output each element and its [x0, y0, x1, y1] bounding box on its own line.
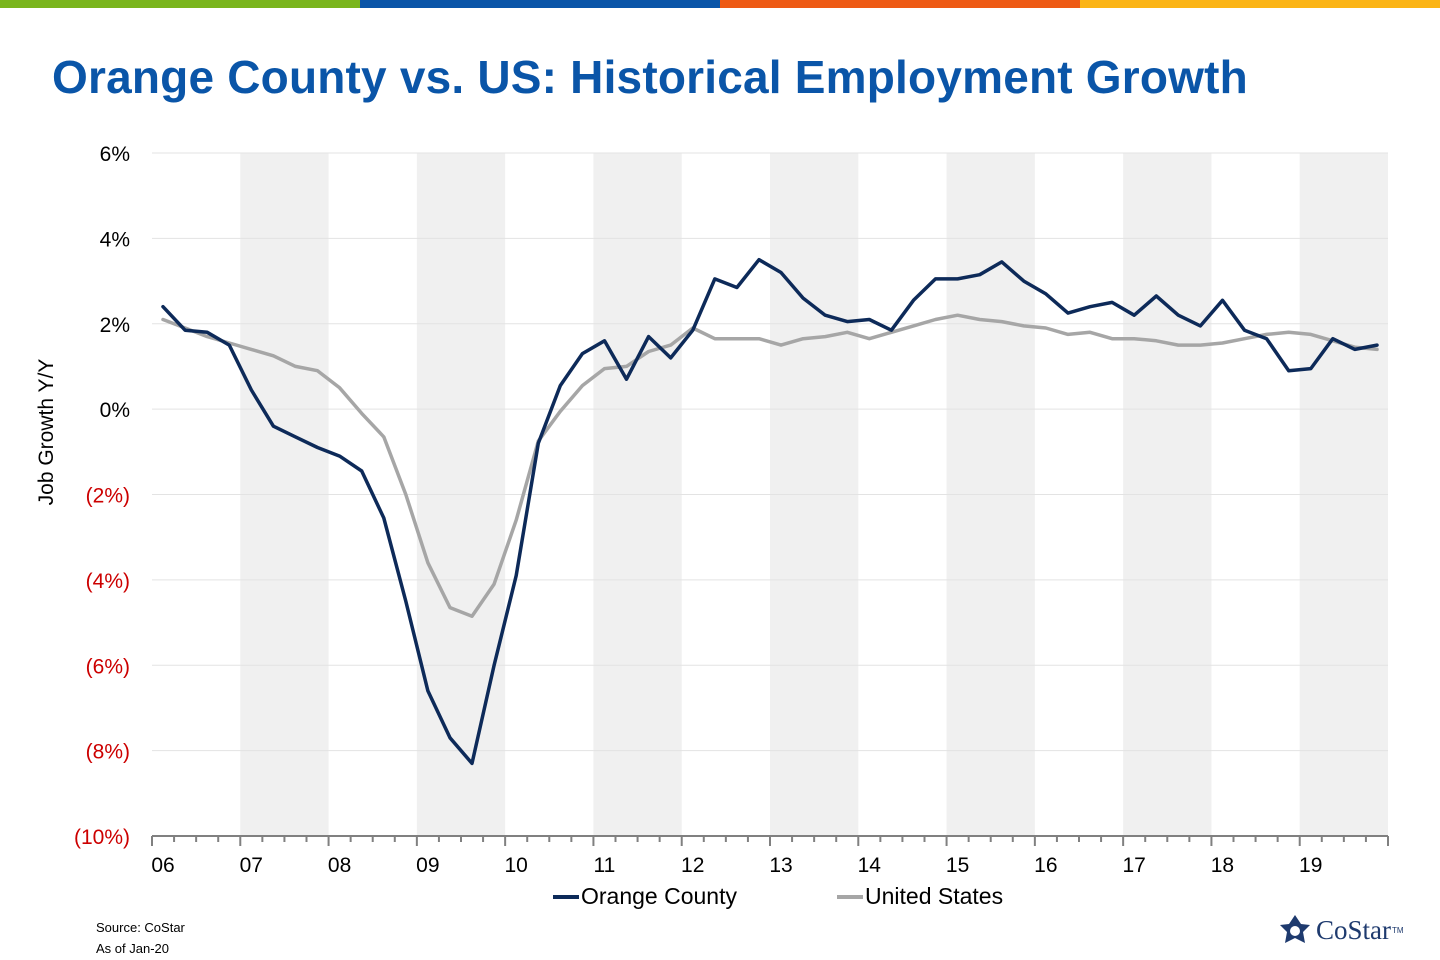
legend-label-orange-county: Orange County [581, 883, 737, 909]
x-tick-label: 13 [769, 854, 792, 877]
legend-swatch-united-states [837, 894, 863, 899]
series-line-united-states [161, 313, 1379, 618]
y-tick-label: 0% [100, 399, 130, 422]
page-title: Orange County vs. US: Historical Employm… [52, 51, 1248, 103]
y-axis-label: Job Growth Y/Y [35, 358, 58, 506]
brand-bar-yellow [1080, 0, 1440, 8]
y-tick-label: (6%) [86, 655, 130, 678]
x-tick-label: 07 [240, 854, 263, 877]
x-tick-label: 09 [416, 854, 439, 877]
brand-bar-blue [360, 0, 720, 8]
x-tick-label: 08 [328, 854, 351, 877]
x-tick-label: 16 [1034, 854, 1057, 877]
y-tick-label: (2%) [86, 485, 130, 508]
legend-item-orange-county: Orange County [553, 883, 737, 910]
y-tick-label: (4%) [86, 570, 130, 593]
x-tick-label: 06 [151, 854, 174, 877]
costar-logo-tm: TM [1392, 925, 1404, 935]
x-tick-label: 12 [681, 854, 704, 877]
costar-logo: CoStar TM [1278, 913, 1404, 947]
brand-bar-green [0, 0, 360, 8]
series-line-orange-county [161, 257, 1379, 766]
x-tick-label: 15 [946, 854, 969, 877]
x-tick-label: 19 [1299, 854, 1322, 877]
brand-bar-orange [720, 0, 1080, 8]
costar-star-icon [1280, 915, 1310, 943]
y-tick-label: (10%) [74, 826, 130, 849]
y-tick-label: (8%) [86, 741, 130, 764]
legend-swatch-orange-county [553, 894, 579, 899]
x-tick-label: 17 [1122, 854, 1145, 877]
x-tick-label: 18 [1211, 854, 1234, 877]
x-tick-label: 14 [858, 854, 882, 877]
source-note: Source: CoStar [96, 920, 185, 935]
brand-color-bar [0, 0, 1440, 8]
y-tick-label: 2% [100, 314, 130, 337]
chart-legend: Orange County United States [0, 883, 1440, 913]
legend-label-united-states: United States [865, 883, 1004, 909]
x-tick-label: 10 [504, 854, 527, 877]
y-tick-label: 6% [100, 143, 130, 166]
y-tick-label: 4% [100, 228, 130, 251]
as-of-note: As of Jan-20 [96, 941, 169, 956]
legend-item-united-states: United States [837, 883, 1003, 910]
costar-logo-text: CoStar [1316, 914, 1392, 945]
x-tick-label: 11 [594, 854, 616, 877]
